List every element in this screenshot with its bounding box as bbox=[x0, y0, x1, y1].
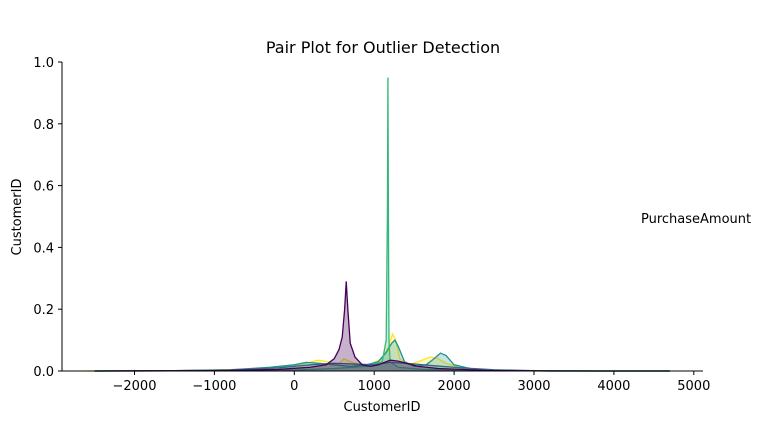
x-tick-label: 0 bbox=[290, 379, 298, 394]
kde-series-1-fill bbox=[94, 340, 670, 371]
x-axis-label: CustomerID bbox=[344, 400, 421, 415]
y-tick-label: 0.8 bbox=[33, 118, 54, 133]
y-tick-label: 0.0 bbox=[33, 365, 54, 380]
series-layer bbox=[86, 77, 670, 372]
x-tick-label: −2000 bbox=[113, 379, 157, 394]
x-tick-label: −1000 bbox=[192, 379, 236, 394]
kde-series-4-line bbox=[94, 281, 670, 372]
y-tick-label: 0.4 bbox=[33, 241, 54, 256]
kde-series-3-fill bbox=[94, 362, 670, 371]
x-tick-label: 3000 bbox=[517, 379, 550, 394]
kde-series-2-fill bbox=[94, 77, 670, 371]
x-tick-label: 4000 bbox=[597, 379, 630, 394]
x-tick-label: 5000 bbox=[677, 379, 710, 394]
x-tick-label: 1000 bbox=[358, 379, 391, 394]
y-ticks: 0.0 0.2 0.4 0.6 0.8 1.0 bbox=[33, 56, 62, 380]
legend-title: PurchaseAmount bbox=[641, 212, 751, 227]
chart-title: Pair Plot for Outlier Detection bbox=[266, 38, 500, 57]
x-ticks: −2000 −1000 0 1000 2000 3000 4000 5000 bbox=[113, 371, 710, 394]
kde-series-2-line bbox=[94, 77, 670, 372]
kde-series-1-line bbox=[94, 339, 670, 372]
y-tick-label: 1.0 bbox=[33, 56, 54, 71]
y-axis-label: CustomerID bbox=[10, 179, 25, 256]
y-tick-label: 0.2 bbox=[33, 303, 54, 318]
y-tick-label: 0.6 bbox=[33, 180, 54, 195]
x-tick-label: 2000 bbox=[438, 379, 471, 394]
